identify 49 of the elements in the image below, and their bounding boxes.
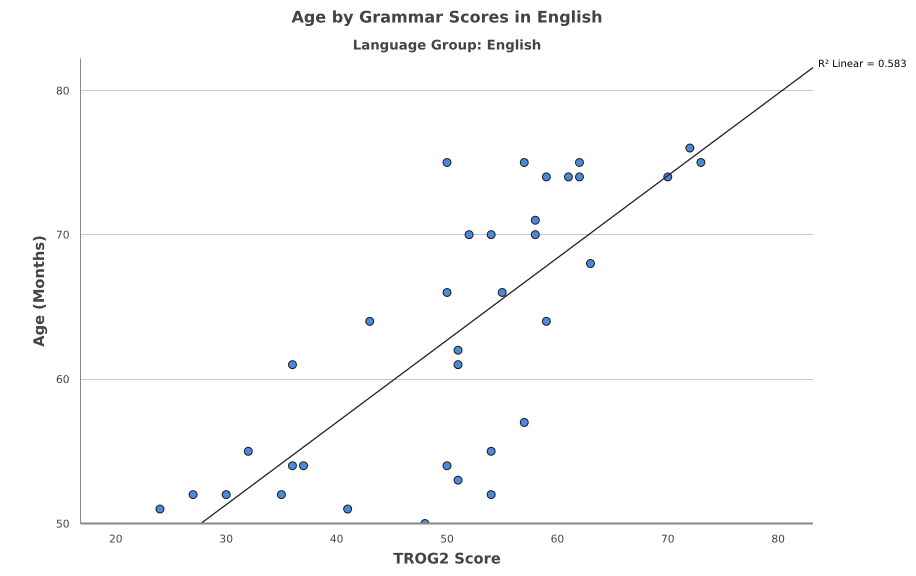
point xyxy=(288,461,297,470)
point xyxy=(520,418,529,427)
y-axis-title: Age (Months) xyxy=(30,235,48,347)
x-tick-label: 60 xyxy=(550,532,564,546)
x-tick-label: 40 xyxy=(330,532,344,546)
point xyxy=(188,490,198,500)
point xyxy=(222,490,231,500)
x-tick-label: 20 xyxy=(109,532,123,546)
y-tick-label: 60 xyxy=(56,373,70,386)
x-tick-label: 30 xyxy=(219,532,234,546)
point xyxy=(486,230,496,240)
point xyxy=(454,360,463,370)
point xyxy=(454,346,463,355)
point xyxy=(442,288,452,297)
point xyxy=(520,158,529,167)
point xyxy=(685,144,694,153)
x-tick-label: 70 xyxy=(661,532,675,546)
point xyxy=(454,476,463,485)
point xyxy=(696,158,706,167)
point xyxy=(542,172,551,182)
point xyxy=(574,158,584,167)
chart-subtitle: Language Group: English xyxy=(352,38,542,54)
x-axis-title: TROG2 Score xyxy=(393,550,501,568)
point xyxy=(498,288,507,297)
point xyxy=(530,216,540,225)
y-tick-label: 50 xyxy=(56,518,70,530)
y-tick-label: 80 xyxy=(56,84,70,98)
point xyxy=(343,504,352,514)
point xyxy=(288,360,297,370)
point xyxy=(442,461,452,470)
y-tick-label: 70 xyxy=(56,228,70,242)
point xyxy=(365,316,374,326)
point xyxy=(298,461,308,470)
point xyxy=(442,158,452,167)
point xyxy=(564,172,573,182)
point xyxy=(486,446,496,456)
x-tick-label: 80 xyxy=(771,532,786,546)
point xyxy=(530,230,540,240)
point xyxy=(155,504,164,514)
chart-title: Age by Grammar Scores in English xyxy=(291,8,603,26)
x-tick-label: 50 xyxy=(440,532,454,546)
point xyxy=(586,259,596,268)
text: R² Linear = 0.583 xyxy=(818,58,907,72)
point xyxy=(574,172,584,182)
point xyxy=(486,490,496,500)
point xyxy=(244,446,253,456)
point xyxy=(542,316,551,326)
point xyxy=(464,230,474,240)
point xyxy=(276,490,286,500)
